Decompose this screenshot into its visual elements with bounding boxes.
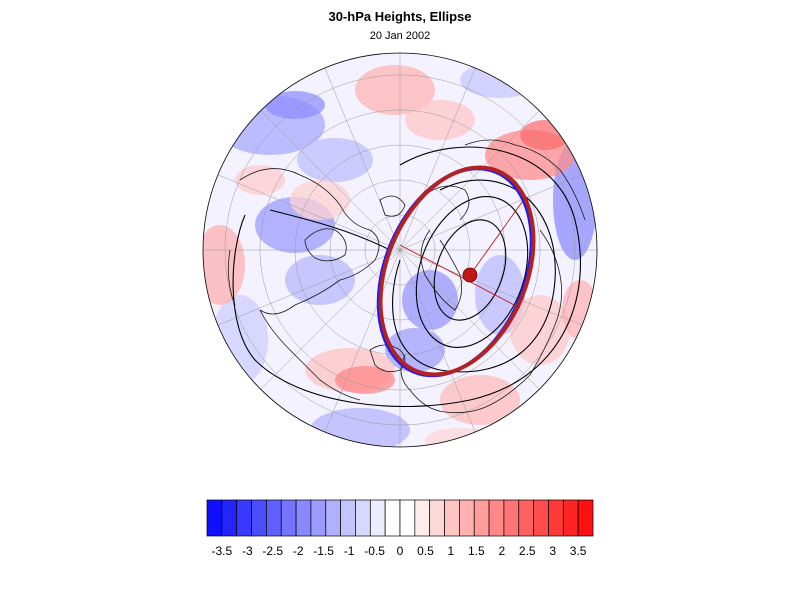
polar-stereographic-map — [202, 52, 598, 448]
coastlines — [227, 139, 586, 414]
colorbar-swatch — [577, 499, 594, 537]
globe-outline — [202, 52, 598, 448]
colorbar-tick-label: 0.5 — [417, 544, 434, 558]
colorbar-tick-label: 2.5 — [519, 544, 536, 558]
colorbar-swatch — [206, 499, 223, 537]
colorbar-labels: -3.5 -3 -2.5 -2 -1.5 -1 -0.5 0 0.5 1 1.5 2 2.5 3 3.5 — [212, 544, 587, 558]
colorbar-swatches — [206, 499, 594, 537]
colorbar-tick-label: 2 — [498, 544, 505, 558]
contour-inner — [415, 196, 529, 348]
ellipse-fit-red — [378, 165, 536, 377]
colorbar-tick-label: 1 — [448, 544, 455, 558]
colorbar-swatch — [399, 499, 416, 537]
colorbar-swatch — [236, 499, 252, 537]
graticule — [203, 53, 597, 447]
contour-outer — [232, 146, 581, 407]
colorbar-swatch — [459, 499, 475, 537]
colorbar-swatch — [518, 499, 534, 537]
colorbar-swatch — [384, 499, 401, 537]
colorbar-swatch — [548, 499, 564, 537]
colorbar-tick-label: 3 — [549, 544, 556, 558]
colorbar-tick-label: -3 — [242, 544, 253, 558]
colorbar-swatch — [280, 499, 297, 537]
colorbar-tick-label: -3.5 — [212, 544, 233, 558]
colorbar-swatch — [369, 499, 386, 537]
colorbar-swatch — [310, 499, 327, 537]
colorbar-swatch — [533, 499, 549, 537]
colorbar-swatch — [562, 499, 579, 537]
colorbar-swatch — [325, 499, 341, 537]
major-axis-line — [469, 201, 523, 276]
colorbar-tick-label: 0 — [397, 544, 404, 558]
colorbar: -3.5 -3 -2.5 -2 -1.5 -1 -0.5 0 0.5 1 1.5 2 2.5 3 3.5 — [206, 499, 594, 558]
map-subtitle: 20 Jan 2002 — [369, 30, 431, 42]
vortex-center-marker — [462, 267, 478, 283]
colorbar-tick-label: -1.5 — [313, 544, 334, 558]
colorbar-tick-label: -2.5 — [262, 544, 283, 558]
colorbar-swatch — [503, 499, 520, 537]
map-title: 30-hPa Heights, Ellipse — [328, 9, 472, 24]
contour-innermost — [433, 219, 507, 321]
colorbar-swatch — [355, 499, 371, 537]
colorbar-swatch — [266, 499, 282, 537]
colorbar-tick-label: -2 — [293, 544, 304, 558]
colorbar-tick-label: 3.5 — [570, 544, 587, 558]
colorbar-swatch — [221, 499, 238, 537]
colorbar-swatch — [414, 499, 431, 537]
minor-axis-line — [399, 244, 521, 309]
colorbar-swatch — [473, 499, 490, 537]
colorbar-swatch — [444, 499, 460, 537]
colorbar-tick-label: -0.5 — [364, 544, 385, 558]
colorbar-swatch — [251, 499, 267, 537]
contour-line-west — [269, 209, 391, 251]
colorbar-swatch — [295, 499, 312, 537]
ellipse-axes — [399, 201, 523, 309]
colorbar-swatch — [488, 499, 505, 537]
colorbar-tick-label: 1.5 — [468, 544, 485, 558]
colorbar-tick-label: -1 — [344, 544, 355, 558]
colorbar-swatch — [429, 499, 445, 537]
colorbar-swatch — [340, 499, 356, 537]
